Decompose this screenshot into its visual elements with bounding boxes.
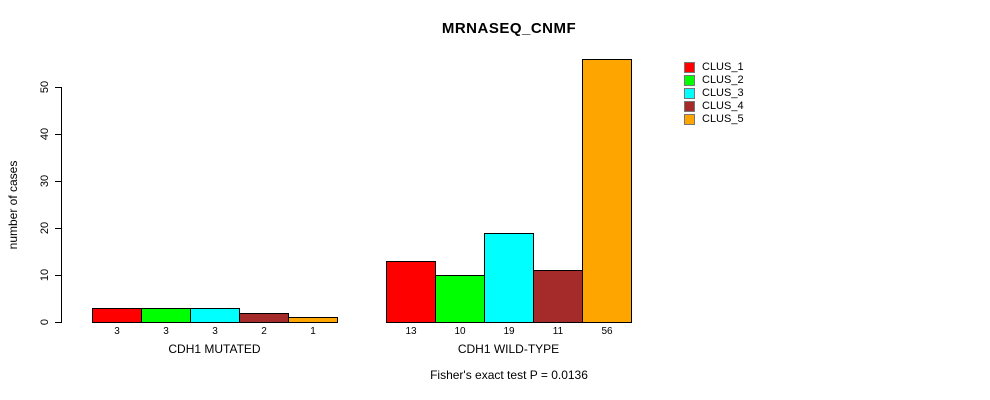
x-category-label: CDH1 MUTATED [168,342,261,356]
y-tick-mark [55,275,62,276]
chart-title: MRNASEQ_CNMF [441,20,577,37]
y-tick-mark [55,134,62,135]
legend-item: CLUS_1 [684,62,744,73]
legend-item: CLUS_4 [684,101,744,112]
y-tick-mark [55,228,62,229]
bar-value-label: 56 [601,326,613,337]
bar [190,308,240,323]
legend-color-swatch [684,75,695,86]
bar [92,308,142,323]
legend: CLUS_1 CLUS_2 CLUS_3 CLUS_4 CLUS_5 [684,62,744,127]
legend-label: CLUS_4 [702,100,744,112]
legend-item: CLUS_2 [684,75,744,86]
bar-value-label: 1 [310,326,316,337]
legend-label: CLUS_2 [702,74,744,86]
y-tick-label: 10 [39,268,51,282]
legend-color-swatch [684,88,695,99]
bar [435,275,485,323]
y-tick-label: 20 [39,221,51,235]
y-tick-label: 0 [39,318,51,326]
legend-color-swatch [684,101,695,112]
bar-value-label: 2 [261,326,267,337]
bar [288,317,338,323]
bar-value-label: 13 [405,326,417,337]
bar-value-label: 19 [503,326,515,337]
bar [533,270,583,323]
y-axis-line [61,87,62,323]
bar [582,59,632,323]
legend-item: CLUS_5 [684,114,744,125]
bar [141,308,191,323]
bar [484,233,534,323]
bar-value-label: 11 [552,326,564,337]
bar-value-label: 3 [163,326,169,337]
bar [386,261,436,323]
y-tick-label: 50 [39,80,51,94]
y-tick-mark [55,181,62,182]
y-tick-label: 40 [39,127,51,141]
legend-color-swatch [684,62,695,73]
bar [239,313,289,323]
y-tick-label: 30 [39,174,51,188]
bar-value-label: 10 [454,326,466,337]
legend-color-swatch [684,114,695,125]
legend-label: CLUS_5 [702,113,744,125]
bar-value-label: 3 [212,326,218,337]
y-tick-mark [55,322,62,323]
caption-text: Fisher's exact test P = 0.0136 [430,368,588,382]
legend-item: CLUS_3 [684,88,744,99]
y-tick-mark [55,87,62,88]
bar-value-label: 3 [114,326,120,337]
x-category-label: CDH1 WILD-TYPE [457,342,560,356]
legend-label: CLUS_1 [702,61,744,73]
legend-label: CLUS_3 [702,87,744,99]
